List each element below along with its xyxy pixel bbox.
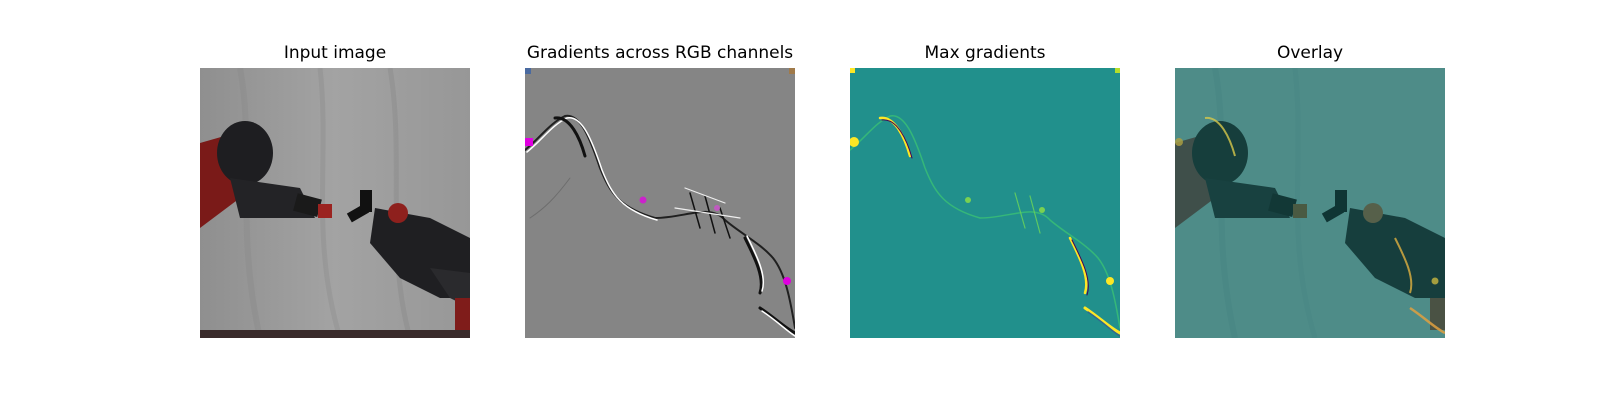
panel-title-overlay: Overlay	[1276, 43, 1344, 63]
overlay-image	[1175, 68, 1445, 338]
input-image	[200, 68, 470, 338]
panel-title-input-image: Input image	[283, 43, 387, 63]
max-gradients-image	[850, 68, 1120, 338]
panel-title-gradients-rgb: Gradients across RGB channels	[526, 43, 794, 63]
panel-title-max-gradients: Max gradients	[924, 43, 1046, 63]
gradients-rgb-image	[525, 68, 795, 338]
